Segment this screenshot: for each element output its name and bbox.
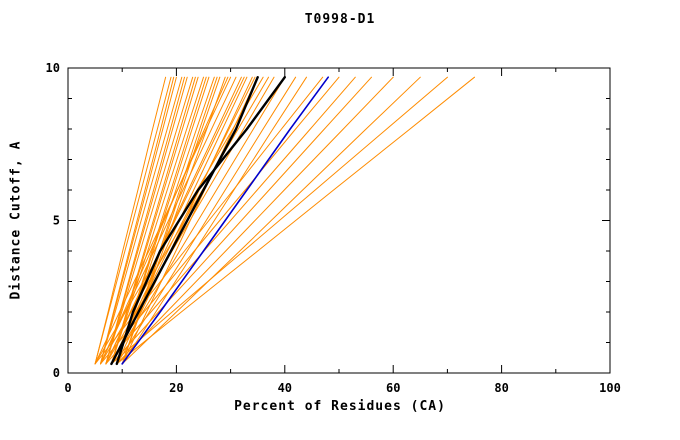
- series-model-32: [116, 76, 475, 365]
- x-tick-label: 100: [599, 381, 621, 395]
- series-reference-model-2: [115, 75, 286, 366]
- x-tick-label: 80: [494, 381, 508, 395]
- x-tick-label: 20: [169, 381, 183, 395]
- series-model-29: [116, 76, 394, 365]
- series-reference-model-1: [110, 75, 259, 366]
- series-model-02: [94, 76, 172, 365]
- series-model-30: [121, 76, 421, 365]
- x-tick-label: 40: [278, 381, 292, 395]
- series-model-34: [105, 76, 185, 365]
- series-model-03: [100, 76, 177, 365]
- y-axis-label: Distance Cutoff, A: [8, 140, 24, 300]
- series-model-38: [100, 76, 229, 365]
- y-tick-label: 10: [46, 61, 60, 75]
- series-model-06: [105, 76, 194, 365]
- series-model-22: [110, 76, 286, 365]
- x-axis-label: Percent of Residues (CA): [234, 399, 446, 414]
- series-model-27: [105, 76, 356, 365]
- series-model-04: [100, 76, 183, 365]
- chart-title: T0998-D1: [304, 12, 376, 27]
- series-model-35: [110, 76, 196, 365]
- series-model-31: [110, 76, 448, 365]
- series-model-39: [105, 76, 245, 365]
- y-tick-label: 0: [53, 366, 60, 380]
- series-model-33: [100, 76, 175, 365]
- series-highlight-model: [121, 76, 330, 365]
- series-model-37: [121, 76, 218, 365]
- x-tick-label: 0: [64, 381, 71, 395]
- x-tick-label: 60: [386, 381, 400, 395]
- series-model-28: [110, 76, 372, 365]
- series-model-20: [100, 76, 269, 365]
- y-tick-label: 5: [53, 214, 60, 228]
- series-model-13: [94, 76, 232, 365]
